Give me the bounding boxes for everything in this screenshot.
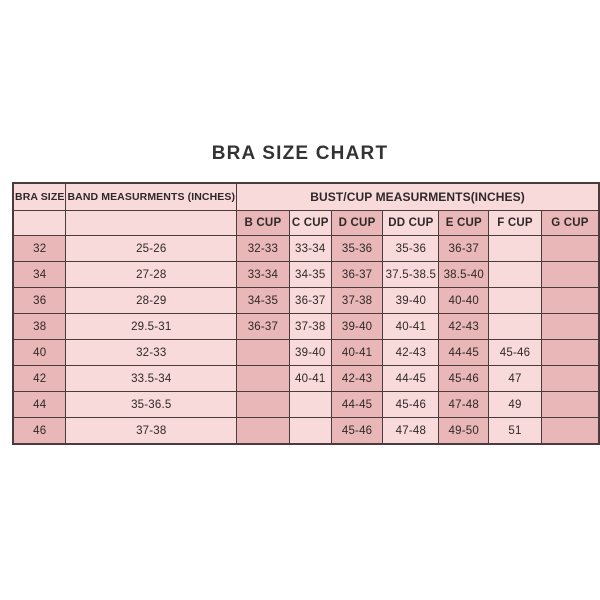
cup-cell (540, 339, 600, 366)
cup-cell: 47 (488, 365, 542, 392)
band-cell: 27-28 (65, 261, 238, 288)
cup-cell: 45-46 (382, 391, 440, 418)
bra-size-cell: 36 (12, 287, 67, 314)
cup-header-g: G CUP (540, 210, 600, 236)
cup-cell: 32-33 (236, 235, 290, 262)
cup-cell: 49 (488, 391, 542, 418)
table-row: 38 29.5-31 36-37 37-38 39-40 40-41 42-43 (12, 313, 600, 340)
cup-cell (488, 235, 542, 262)
cup-cell (488, 261, 542, 288)
cup-cell: 47-48 (382, 417, 440, 445)
empty-cell (65, 210, 238, 236)
cup-cell: 40-41 (330, 339, 384, 366)
cup-cell (236, 417, 290, 445)
bra-size-cell: 34 (12, 261, 67, 288)
cup-cell: 37-38 (288, 313, 332, 340)
cup-cell: 35-36 (330, 235, 384, 262)
cup-cell: 45-46 (438, 365, 490, 392)
cup-cell: 40-40 (438, 287, 490, 314)
cup-cell (288, 417, 332, 445)
cup-cell: 45-46 (330, 417, 384, 445)
band-cell: 28-29 (65, 287, 238, 314)
cup-cell: 37.5-38.5 (382, 261, 440, 288)
table-row: 42 33.5-34 40-41 42-43 44-45 45-46 47 (12, 365, 600, 392)
band-cell: 35-36.5 (65, 391, 238, 418)
cup-cell: 34-35 (288, 261, 332, 288)
cup-header-c: C CUP (288, 210, 332, 236)
cup-cell: 36-37 (236, 313, 290, 340)
bra-size-chart-table: BRA SIZE BAND MEASURMENTS (INCHES) BUST/… (12, 182, 600, 445)
cup-cell: 44-45 (382, 365, 440, 392)
bra-size-cell: 46 (12, 417, 67, 445)
cup-cell: 44-45 (438, 339, 490, 366)
cup-cell: 39-40 (330, 313, 384, 340)
cup-cell: 42-43 (438, 313, 490, 340)
band-measurements-header: BAND MEASURMENTS (INCHES) (65, 182, 238, 211)
cup-cell (488, 313, 542, 340)
table-row: 34 27-28 33-34 34-35 36-37 37.5-38.5 38.… (12, 261, 600, 288)
cup-cell (540, 313, 600, 340)
cup-cell (540, 417, 600, 445)
cup-cell: 36-37 (438, 235, 490, 262)
bra-size-header: BRA SIZE (12, 182, 67, 211)
cup-header-f: F CUP (488, 210, 542, 236)
cup-cell: 42-43 (382, 339, 440, 366)
cup-header-d: D CUP (330, 210, 384, 236)
cup-cell: 38.5-40 (438, 261, 490, 288)
cup-cell: 40-41 (288, 365, 332, 392)
cup-cell: 49-50 (438, 417, 490, 445)
table-header-row: BRA SIZE BAND MEASURMENTS (INCHES) BUST/… (12, 182, 600, 211)
bra-size-cell: 42 (12, 365, 67, 392)
cup-cell (236, 391, 290, 418)
cup-cell: 45-46 (488, 339, 542, 366)
cup-header-b: B CUP (236, 210, 290, 236)
cup-cell: 39-40 (382, 287, 440, 314)
table-row: 44 35-36.5 44-45 45-46 47-48 49 (12, 391, 600, 418)
cup-cell (288, 391, 332, 418)
bra-size-cell: 32 (12, 235, 67, 262)
cup-cell (540, 287, 600, 314)
cup-cell: 44-45 (330, 391, 384, 418)
cup-header-row: B CUP C CUP D CUP DD CUP E CUP F CUP G C… (12, 210, 600, 236)
bra-size-cell: 38 (12, 313, 67, 340)
cup-cell: 40-41 (382, 313, 440, 340)
page-title: BRA SIZE CHART (211, 143, 389, 164)
table-row: 40 32-33 39-40 40-41 42-43 44-45 45-46 (12, 339, 600, 366)
bra-size-cell: 44 (12, 391, 67, 418)
cup-cell (488, 287, 542, 314)
cup-cell: 42-43 (330, 365, 384, 392)
band-cell: 29.5-31 (65, 313, 238, 340)
table-row: 36 28-29 34-35 36-37 37-38 39-40 40-40 (12, 287, 600, 314)
cup-cell (540, 365, 600, 392)
cup-cell: 33-34 (288, 235, 332, 262)
cup-header-dd: DD CUP (382, 210, 440, 236)
cup-cell: 36-37 (330, 261, 384, 288)
table-row: 46 37-38 45-46 47-48 49-50 51 (12, 417, 600, 445)
band-cell: 37-38 (65, 417, 238, 445)
empty-cell (12, 210, 67, 236)
table-row: 32 25-26 32-33 33-34 35-36 35-36 36-37 (12, 235, 600, 262)
cup-cell: 34-35 (236, 287, 290, 314)
cup-cell (540, 261, 600, 288)
cup-cell: 35-36 (382, 235, 440, 262)
cup-cell: 36-37 (288, 287, 332, 314)
band-cell: 32-33 (65, 339, 238, 366)
cup-cell (236, 339, 290, 366)
bra-size-cell: 40 (12, 339, 67, 366)
cup-cell: 37-38 (330, 287, 384, 314)
cup-cell: 39-40 (288, 339, 332, 366)
band-cell: 33.5-34 (65, 365, 238, 392)
cup-cell (236, 365, 290, 392)
cup-cell: 47-48 (438, 391, 490, 418)
cup-cell: 51 (488, 417, 542, 445)
cup-cell (540, 391, 600, 418)
bust-cup-measurements-header: BUST/CUP MEASURMENTS(INCHES) (236, 182, 600, 211)
cup-cell (540, 235, 600, 262)
cup-header-e: E CUP (438, 210, 490, 236)
cup-cell: 33-34 (236, 261, 290, 288)
band-cell: 25-26 (65, 235, 238, 262)
